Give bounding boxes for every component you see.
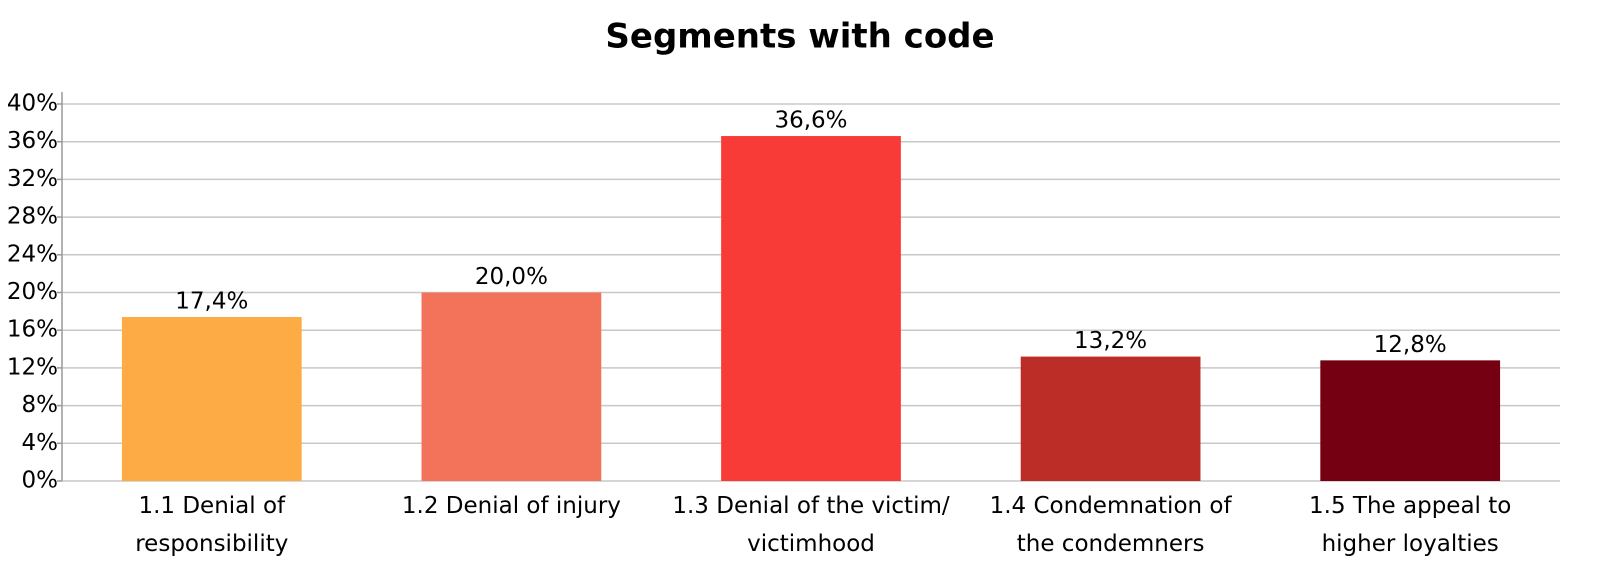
y-tick-label: 8% [22,392,59,418]
y-tick-label: 36% [7,128,58,154]
y-tick-label: 24% [7,241,58,267]
bar [121,317,302,481]
x-tick-label: 1.1 Denial of responsibility [135,493,289,557]
value-label: 20,0% [475,264,548,290]
bar [421,292,602,481]
y-tick-label: 16% [7,317,58,343]
x-tick-label: 1.2 Denial of injury [401,493,621,519]
x-tick-label: 1.3 Denial of the victim/ victimhood [672,493,950,557]
value-label: 17,4% [175,289,248,315]
x-tick-label: 1.4 Condemnation of the condemners [989,493,1232,557]
bar [721,136,901,482]
y-tick-label: 20% [7,279,58,305]
value-label: 12,8% [1374,332,1447,358]
value-label: 13,2% [1074,328,1147,354]
y-tick-label: 28% [7,204,58,230]
y-tick-label: 32% [7,166,58,192]
y-tick-label: 0% [22,468,59,494]
value-label: 36,6% [774,108,847,134]
bar [1320,360,1501,481]
y-tick-label: 40% [7,91,58,117]
bar [1020,356,1201,481]
y-tick-label: 12% [7,354,58,380]
x-tick-label: 1.5 The appeal to higher loyalties [1309,493,1512,557]
chart-title: Segments with code [605,17,994,57]
y-tick-label: 4% [22,430,59,456]
